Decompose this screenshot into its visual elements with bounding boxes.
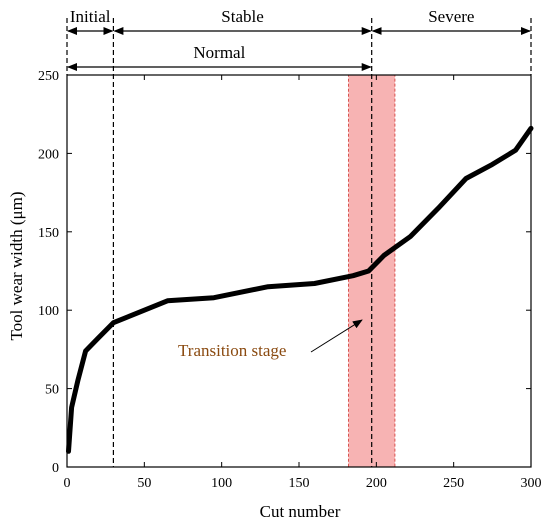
y-tick-label: 50	[45, 383, 59, 398]
x-tick-label: 50	[137, 476, 151, 491]
x-tick-label: 200	[366, 476, 387, 491]
tick-marks: 0 50 100 150 200 250 300 0 50 100 150 200 250	[38, 69, 542, 491]
stage-brackets: Initial Stable Severe Normal	[67, 7, 531, 71]
stage-label: Normal	[193, 43, 245, 62]
y-tick-label: 250	[38, 69, 59, 84]
x-axis-title: Cut number	[260, 502, 341, 521]
x-tick-label: 0	[64, 476, 71, 491]
axes	[66, 74, 532, 468]
x-tick-label: 100	[211, 476, 232, 491]
stage-label: Initial	[70, 7, 111, 26]
y-tick-label: 200	[38, 147, 59, 162]
stage-label: Stable	[221, 7, 264, 26]
stage-dividers	[66, 18, 532, 467]
annotation-label: Transition stage	[178, 341, 286, 360]
x-tick-label: 300	[521, 476, 542, 491]
annotation-arrow	[310, 319, 363, 353]
y-tick-label: 0	[52, 461, 59, 476]
series-layer	[66, 125, 534, 454]
wear-curve	[66, 125, 534, 454]
stage-label: Severe	[428, 7, 474, 26]
y-axis-title: Tool wear width (μm)	[7, 191, 26, 340]
x-tick-label: 150	[289, 476, 310, 491]
y-tick-label: 100	[38, 304, 59, 319]
y-tick-label: 150	[38, 226, 59, 241]
x-tick-label: 250	[443, 476, 464, 491]
plot-frame	[66, 74, 532, 468]
annotations: Transition stage	[178, 319, 363, 360]
